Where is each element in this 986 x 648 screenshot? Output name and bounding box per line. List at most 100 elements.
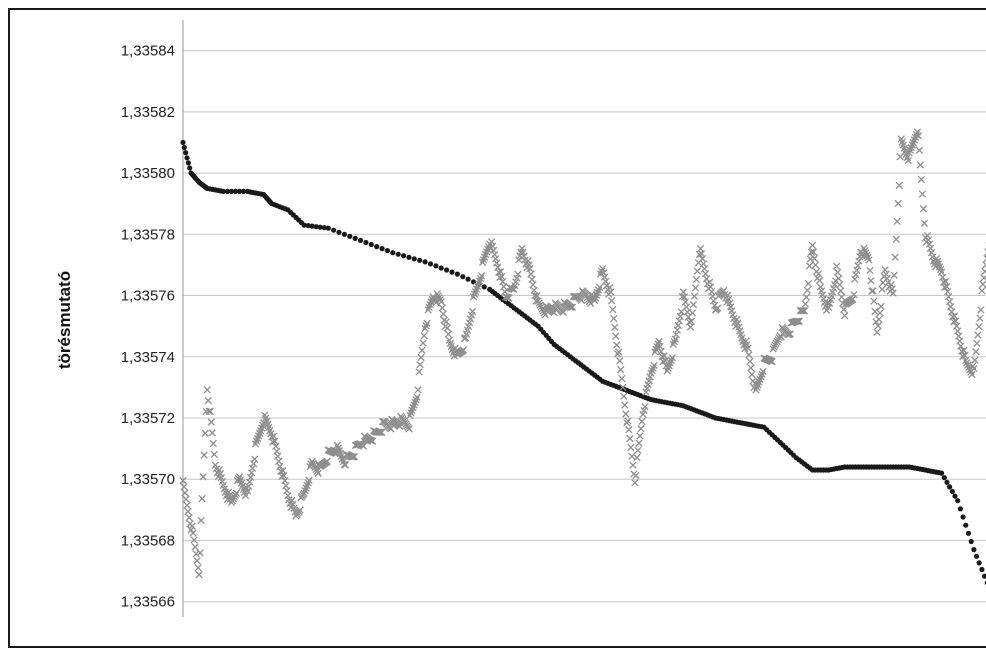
- data-point: [445, 331, 451, 337]
- data-point: [419, 347, 425, 353]
- data-point: [208, 419, 214, 425]
- data-point: [974, 554, 979, 559]
- data-point: [353, 236, 358, 241]
- data-point: [969, 539, 974, 544]
- y-tick-label: 1,33580: [121, 165, 175, 182]
- data-point: [978, 307, 984, 313]
- data-point: [694, 268, 700, 274]
- data-point: [811, 255, 817, 261]
- data-point: [950, 489, 955, 494]
- data-point: [942, 475, 947, 480]
- data-point: [895, 200, 901, 206]
- data-point: [632, 480, 638, 486]
- data-point: [690, 301, 696, 307]
- data-point: [891, 272, 897, 278]
- data-point: [417, 258, 422, 263]
- y-tick-labels: 1,335661,335681,335701,335721,335741,335…: [121, 43, 175, 611]
- data-point: [809, 242, 815, 248]
- data-point: [621, 393, 627, 399]
- data-point: [693, 276, 699, 282]
- data-point: [961, 514, 966, 519]
- data-point: [358, 238, 363, 243]
- data-point: [691, 293, 697, 299]
- data-point: [190, 530, 196, 536]
- gridlines: [183, 51, 986, 602]
- data-point: [833, 263, 839, 269]
- data-point: [420, 340, 426, 346]
- data-point: [209, 430, 215, 436]
- data-point: [803, 294, 809, 300]
- data-point: [250, 460, 256, 466]
- data-point: [802, 301, 808, 307]
- data-point: [181, 484, 187, 490]
- y-tick-label: 1,33570: [121, 471, 175, 488]
- data-point: [347, 234, 352, 239]
- data-point: [416, 369, 422, 375]
- data-point: [444, 325, 450, 331]
- y-tick-label: 1,33576: [121, 288, 175, 305]
- data-point: [674, 327, 680, 333]
- data-point: [747, 358, 753, 364]
- data-point: [894, 218, 900, 224]
- data-point: [877, 310, 883, 316]
- chart-svg: 1,335661,335681,335701,335721,335741,335…: [0, 0, 986, 617]
- data-point: [186, 160, 191, 165]
- data-point: [199, 495, 205, 501]
- data-point: [854, 267, 860, 273]
- data-point: [636, 440, 642, 446]
- data-point: [529, 276, 535, 282]
- data-point: [981, 275, 986, 281]
- data-point: [390, 250, 395, 255]
- y-tick-label: 1,33584: [121, 43, 175, 60]
- data-point: [973, 349, 979, 355]
- data-point: [618, 366, 624, 372]
- data-point: [804, 287, 810, 293]
- data-point: [211, 451, 217, 457]
- data-point: [182, 145, 187, 150]
- data-point: [976, 323, 982, 329]
- data-point: [627, 435, 633, 441]
- data-point: [380, 246, 385, 251]
- data-point: [198, 517, 204, 523]
- data-point: [530, 282, 536, 288]
- data-point: [628, 444, 634, 450]
- data-point: [878, 303, 884, 309]
- data-point: [872, 308, 878, 314]
- data-point: [835, 275, 841, 281]
- data-point: [249, 465, 255, 471]
- data-point: [952, 494, 957, 499]
- data-point: [455, 272, 460, 277]
- data-point: [639, 418, 645, 424]
- data-point: [839, 294, 845, 300]
- data-point: [815, 271, 821, 277]
- data-point: [617, 358, 623, 364]
- data-point: [251, 456, 257, 462]
- data-point: [836, 282, 842, 288]
- series-2: [180, 129, 986, 578]
- y-axis-title: törésmutató: [55, 271, 74, 369]
- y-tick-label: 1,33566: [121, 594, 175, 611]
- data-point: [867, 267, 873, 273]
- data-point: [202, 430, 208, 436]
- data-point: [466, 277, 471, 282]
- data-point: [853, 272, 859, 278]
- data-point: [816, 277, 822, 283]
- series-1: [180, 140, 986, 592]
- y-tick-label: 1,33568: [121, 532, 175, 549]
- data-point: [613, 333, 619, 339]
- data-point: [879, 286, 885, 292]
- data-point: [677, 313, 683, 319]
- data-point: [673, 331, 679, 337]
- data-point: [614, 342, 620, 348]
- data-point: [687, 324, 693, 330]
- data-point: [439, 265, 444, 270]
- data-point: [842, 312, 848, 318]
- data-point: [896, 182, 902, 188]
- data-point: [187, 165, 192, 170]
- data-point: [630, 462, 636, 468]
- data-point: [482, 284, 487, 289]
- data-point: [610, 306, 616, 312]
- data-point: [611, 315, 617, 321]
- data-point: [748, 365, 754, 371]
- data-point: [342, 232, 347, 237]
